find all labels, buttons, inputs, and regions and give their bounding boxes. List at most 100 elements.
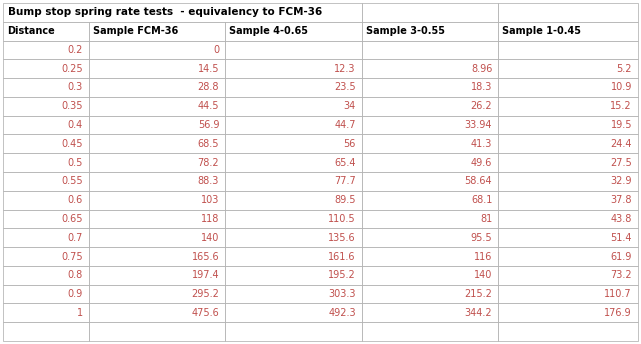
Text: 12.3: 12.3 [334,64,356,74]
Bar [225,97,362,116]
Bar [88,266,225,285]
Text: 110.5: 110.5 [328,214,356,224]
Bar [362,3,498,22]
Bar [225,191,362,209]
Text: 95.5: 95.5 [470,233,492,243]
Text: 61.9: 61.9 [611,251,632,261]
Text: 303.3: 303.3 [328,289,356,299]
Bar [225,116,362,135]
Text: 19.5: 19.5 [610,120,632,130]
Bar [3,209,88,228]
Text: 0.55: 0.55 [61,176,83,186]
Bar [498,78,638,97]
Bar [88,247,225,266]
Text: 58.64: 58.64 [465,176,492,186]
Text: 0.2: 0.2 [67,45,83,55]
Bar [88,228,225,247]
Text: 23.5: 23.5 [334,83,356,93]
Bar [3,78,88,97]
Text: 140: 140 [474,270,492,280]
Bar [3,322,88,341]
Bar [362,266,498,285]
Bar [498,228,638,247]
Bar [498,153,638,172]
Bar [88,322,225,341]
Text: 41.3: 41.3 [471,139,492,149]
Bar [225,209,362,228]
Text: 165.6: 165.6 [192,251,219,261]
Text: 77.7: 77.7 [334,176,356,186]
Text: 18.3: 18.3 [471,83,492,93]
Text: 295.2: 295.2 [192,289,219,299]
Text: 37.8: 37.8 [610,195,632,205]
Text: Bump stop spring rate tests  - equivalency to FCM-36: Bump stop spring rate tests - equivalenc… [8,7,322,18]
Bar [3,3,362,22]
Text: 197.4: 197.4 [192,270,219,280]
Bar [498,135,638,153]
Text: 344.2: 344.2 [465,308,492,318]
Bar [362,97,498,116]
Text: 43.8: 43.8 [611,214,632,224]
Text: 73.2: 73.2 [610,270,632,280]
Bar [3,303,88,322]
Bar [498,266,638,285]
Bar [362,322,498,341]
Bar [88,191,225,209]
Bar [225,247,362,266]
Bar [225,22,362,41]
Text: 0.45: 0.45 [62,139,83,149]
Text: 8.96: 8.96 [471,64,492,74]
Bar [88,116,225,135]
Text: 88.3: 88.3 [198,176,219,186]
Bar [498,59,638,78]
Bar [3,59,88,78]
Bar [225,41,362,59]
Bar [498,285,638,303]
Text: 215.2: 215.2 [465,289,492,299]
Text: 0.35: 0.35 [62,101,83,111]
Bar [362,285,498,303]
Text: 44.5: 44.5 [198,101,219,111]
Text: 195.2: 195.2 [328,270,356,280]
Bar [3,285,88,303]
Bar [498,41,638,59]
Text: 0.25: 0.25 [61,64,83,74]
Bar [498,116,638,135]
Bar [3,116,88,135]
Text: 15.2: 15.2 [610,101,632,111]
Text: Sample 4-0.65: Sample 4-0.65 [229,26,308,36]
Bar [498,97,638,116]
Text: 33.94: 33.94 [465,120,492,130]
Text: 32.9: 32.9 [610,176,632,186]
Bar [88,59,225,78]
Text: 161.6: 161.6 [328,251,356,261]
Bar [88,97,225,116]
Text: 0.6: 0.6 [67,195,83,205]
Bar [362,78,498,97]
Text: 51.4: 51.4 [610,233,632,243]
Text: 56: 56 [344,139,356,149]
Bar [362,41,498,59]
Bar [3,41,88,59]
Text: 28.8: 28.8 [198,83,219,93]
Bar [88,303,225,322]
Bar [362,228,498,247]
Bar [362,172,498,191]
Text: 475.6: 475.6 [192,308,219,318]
Text: 68.5: 68.5 [198,139,219,149]
Bar [3,228,88,247]
Bar [498,172,638,191]
Bar [88,172,225,191]
Bar [88,22,225,41]
Text: 27.5: 27.5 [610,158,632,168]
Text: 10.9: 10.9 [611,83,632,93]
Text: 0.4: 0.4 [67,120,83,130]
Text: 103: 103 [201,195,219,205]
Bar [225,153,362,172]
Bar [362,153,498,172]
Bar [498,191,638,209]
Text: 0.7: 0.7 [67,233,83,243]
Text: 65.4: 65.4 [334,158,356,168]
Bar [225,135,362,153]
Bar [362,135,498,153]
